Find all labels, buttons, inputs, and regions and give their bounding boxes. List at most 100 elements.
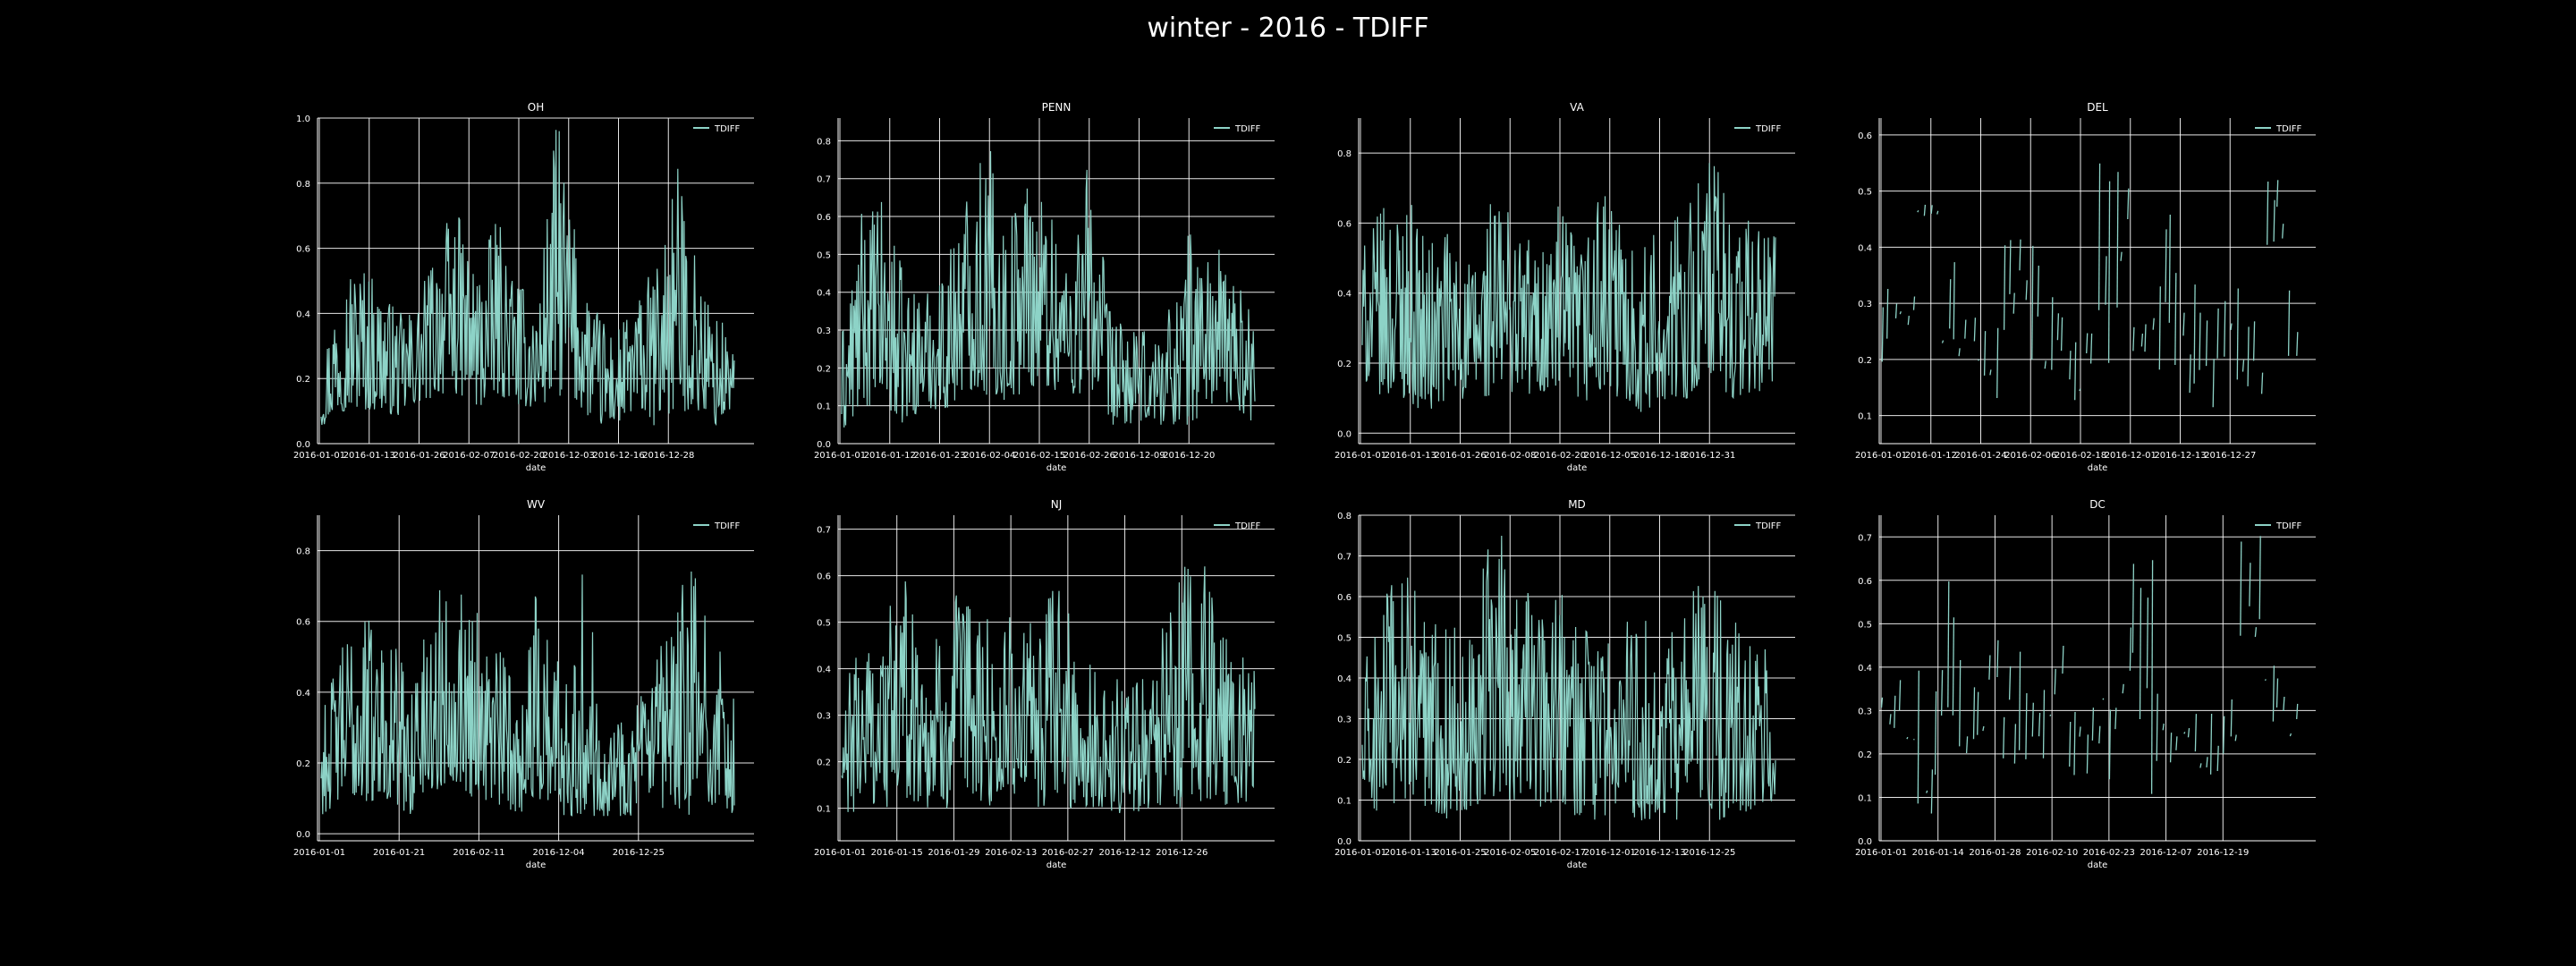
series-tdiff-segment [2144,324,2147,352]
series-tdiff-segment [1964,319,1967,339]
series-tdiff-segment [2234,734,2237,741]
x-tick-label: 2016-01-26 [393,451,445,461]
x-tick-label: 2016-12-16 [592,451,644,461]
x-tick-label: 2016-12-05 [1584,451,1636,461]
x-tick-label: 2016-02-15 [1013,451,1065,461]
x-tick-label: 2016-01-01 [293,848,345,858]
y-tick-label: 0.8 [296,180,310,190]
series-tdiff-segment [2174,273,2177,366]
y-tick-label: 0.8 [296,547,310,557]
series-tdiff-segment [2193,284,2196,384]
series-tdiff-line [841,150,1256,428]
y-tick-label: 0.5 [1858,188,1872,198]
y-tick-label: 0.0 [1337,429,1352,439]
x-axis-label: date [526,463,547,473]
y-tick-label: 0.4 [1337,674,1352,684]
series-tdiff-segment [2069,351,2072,380]
x-tick-label: 2016-12-01 [1584,848,1636,858]
x-tick-label: 2016-02-17 [1534,848,1586,858]
x-tick-label: 2016-12-13 [2154,451,2206,461]
y-tick-label: 0.3 [1858,707,1872,716]
subplot-title: DC [2089,498,2106,511]
y-tick-label: 0.2 [296,375,310,385]
x-tick-label: 2016-01-01 [1335,451,1386,461]
x-tick-label: 2016-01-21 [373,848,425,858]
x-tick-label: 2016-12-13 [1633,848,1685,858]
series-tdiff-segment [2169,733,2173,763]
y-tick-label: 0.1 [1858,412,1872,422]
series-tdiff-segment [1983,331,1987,376]
series-tdiff-segment [1906,736,1909,740]
x-tick-label: 2016-12-20 [1163,451,1215,461]
figure-title: winter - 2016 - TDIFF [1147,13,1429,44]
x-tick-label: 2016-01-01 [814,848,866,858]
x-tick-label: 2016-01-13 [343,451,395,461]
series-tdiff-segment [1996,640,1999,678]
x-tick-label: 2016-12-31 [1683,451,1735,461]
series-tdiff-segment [1926,790,1928,793]
series-tdiff-segment [2038,712,2041,737]
series-tdiff-segment [2069,721,2072,767]
series-tdiff-segment [1973,318,1977,342]
series-tdiff-segment [2089,333,2093,364]
y-tick-label: 0.2 [817,758,831,768]
series-tdiff-segment [2175,736,2178,750]
x-tick-label: 2016-02-06 [2004,451,2056,461]
x-tick-label: 2016-01-13 [1385,848,1436,858]
series-tdiff-segment [1965,736,1969,754]
series-tdiff-segment [2025,280,2028,301]
x-tick-label: 2016-02-18 [2055,451,2106,461]
x-tick-label: 2016-12-26 [1156,848,1208,858]
series-tdiff-segment [1988,655,1991,680]
legend-label: TDIFF [1234,521,1261,531]
x-tick-label: 2016-01-12 [864,451,916,461]
x-tick-label: 2016-02-20 [1534,451,1586,461]
x-tick-label: 2016-12-27 [2204,451,2256,461]
y-tick-label: 0.2 [296,759,310,769]
series-tdiff-segment [2019,239,2021,271]
y-tick-label: 1.0 [296,114,310,124]
series-tdiff-segment [2168,214,2171,323]
y-tick-label: 0.3 [817,326,831,336]
series-tdiff-line [1361,163,1776,412]
series-tdiff-segment [2183,732,2186,734]
series-tdiff-segment [2247,326,2250,386]
subplot-title: VA [1570,101,1584,114]
y-tick-label: 0.1 [817,805,831,815]
y-tick-label: 0.4 [1858,243,1872,253]
legend-label: TDIFF [714,124,741,134]
series-tdiff-segment [2060,317,2063,352]
series-tdiff-segment [1947,580,1950,708]
legend: TDIFF [1734,124,1782,134]
series-tdiff-segment [1880,697,1884,708]
subplot-title: OH [528,101,544,114]
y-tick-label: 0.2 [1858,750,1872,760]
y-tick-label: 0.6 [1337,593,1352,603]
series-tdiff-segment [2165,229,2167,302]
y-tick-label: 0.8 [1337,512,1352,521]
x-tick-label: 2016-02-04 [963,451,1015,461]
series-tdiff-segment [2260,372,2264,394]
x-axis-label: date [2088,860,2108,870]
x-tick-label: 2016-12-07 [2140,848,2192,858]
y-tick-label: 0.1 [1858,793,1872,803]
y-tick-label: 0.7 [1337,553,1352,563]
series-tdiff-segment [1972,687,1976,740]
series-tdiff-segment [2158,286,2161,370]
series-tdiff-segment [2182,312,2185,336]
series-tdiff-segment [2139,588,2142,720]
series-tdiff-segment [2098,725,2101,744]
x-tick-label: 2016-12-12 [1099,848,1151,858]
y-tick-label: 0.5 [817,250,831,260]
subplot-title: DEL [2087,101,2108,114]
x-tick-label: 2016-01-01 [1855,451,1907,461]
legend-label: TDIFF [1234,124,1261,134]
y-tick-label: 0.6 [296,245,310,255]
x-tick-label: 2016-12-28 [642,451,694,461]
series-tdiff-segment [1977,691,1979,735]
series-tdiff-segment [2008,665,2012,700]
x-axis-label: date [2088,463,2108,473]
series-tdiff-segment [2209,713,2213,775]
series-tdiff-segment [2287,290,2291,356]
